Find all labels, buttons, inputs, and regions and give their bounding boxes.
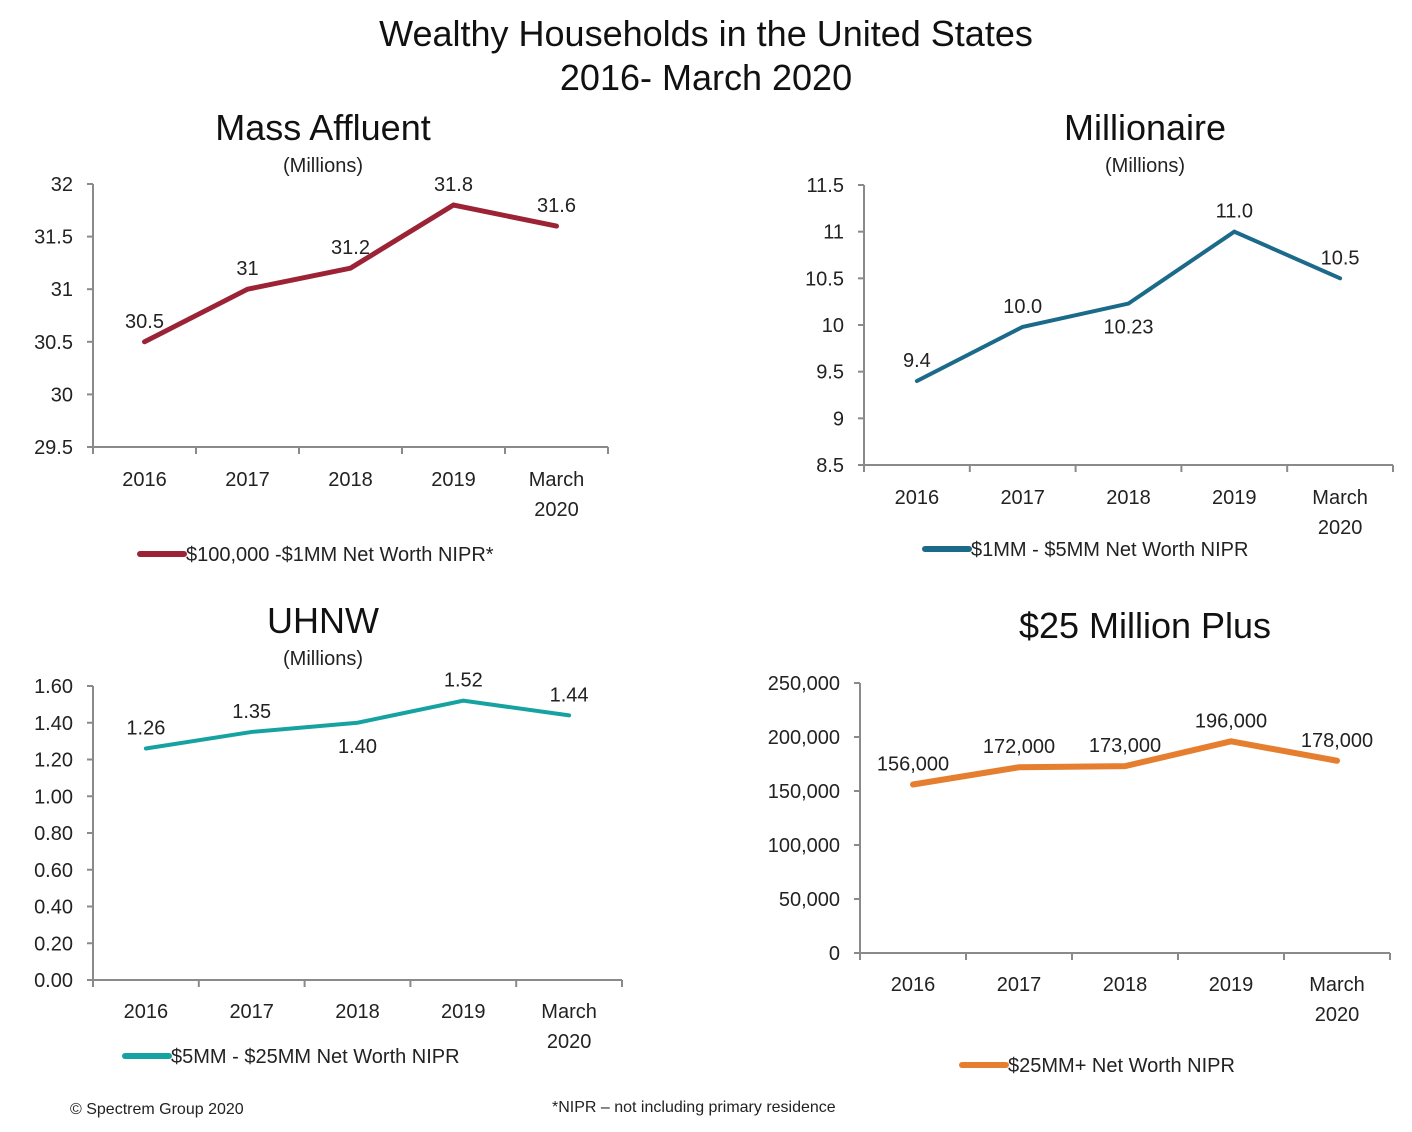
x-tick-label: 2017 [229,1001,274,1023]
x-tick-label: 2018 [1106,487,1151,509]
copyright-text: © Spectrem Group 2020 [70,1101,244,1118]
x-tick-label: 2020 [1315,1004,1360,1026]
chart-millionaire: Millionaire (Millions) 8.5 9 9.5 10 10.5 11 11.5… [805,107,1394,561]
y-tick-label: 0 [829,943,840,965]
y-tick-label: 1.00 [34,786,73,808]
y-tick-label: 150,000 [768,781,840,803]
x-tick-label: 2018 [335,1001,380,1023]
y-tick-label: 50,000 [779,889,840,911]
data-label: 1.40 [338,736,377,758]
y-tick-label: 8.5 [816,455,844,477]
chart-title: Mass Affluent [215,107,430,148]
legend-label: $5MM - $25MM Net Worth NIPR [171,1046,460,1068]
x-tick-label: 2018 [328,469,373,491]
x-tick-label: 2016 [891,974,936,996]
chart-uhnw: UHNW (Millions) 0.00 0.20 0.40 0.60 0.80 1.00 1.… [34,600,623,1068]
x-tick-label: March [541,1001,597,1023]
y-tick-label: 10.5 [805,268,844,290]
y-tick-label: 0.40 [34,897,73,919]
x-tick-label: 2016 [895,487,940,509]
y-tick-label: 30 [51,384,73,406]
y-tick-label: 29.5 [34,437,73,459]
legend-label: $1MM - $5MM Net Worth NIPR [971,539,1248,561]
chart-title: Millionaire [1064,107,1226,148]
chart-subtitle: (Millions) [1105,155,1185,177]
data-label: 31.2 [331,237,370,259]
y-tick-label: 0.00 [34,970,73,992]
x-tick-label: 2019 [431,469,476,491]
y-tick-label: 1.20 [34,750,73,772]
x-tick-label: 2016 [124,1001,169,1023]
y-tick-label: 1.60 [34,676,73,698]
y-tick-label: 30.5 [34,332,73,354]
x-tick-label: March [1309,974,1365,996]
y-tick-label: 1.40 [34,713,73,735]
y-tick-label: 32 [51,174,73,196]
data-label: 10.23 [1103,317,1153,339]
data-label: 196,000 [1195,710,1267,732]
data-label: 173,000 [1089,735,1161,757]
y-tick-label: 10 [822,315,844,337]
data-label: 11.0 [1216,201,1253,223]
data-label: 1.44 [550,684,589,706]
x-tick-label: 2020 [1318,517,1363,539]
y-tick-label: 11.5 [807,175,844,197]
x-tick-label: 2017 [1000,487,1045,509]
y-tick-label: 200,000 [768,727,840,749]
x-tick-label: 2020 [547,1031,592,1053]
y-tick-label: 9 [833,408,844,430]
data-label: 31.6 [537,195,576,217]
x-tick-label: 2019 [1212,487,1257,509]
data-label: 9.4 [903,350,931,372]
chart-title: $25 Million Plus [1019,605,1271,646]
x-tick-label: March [1312,487,1368,509]
data-label: 1.52 [444,670,483,692]
data-label: 31 [236,258,258,280]
data-label: 172,000 [983,736,1055,758]
legend-label: $25MM+ Net Worth NIPR [1008,1055,1235,1077]
data-label: 30.5 [125,311,164,333]
chart-subtitle: (Millions) [283,648,363,670]
series-line [142,202,559,345]
data-label: 10.0 [1003,296,1042,318]
y-tick-label: 100,000 [768,835,840,857]
y-tick-label: 31.5 [34,227,73,249]
y-tick-label: 11 [823,222,844,244]
chart-title: UHNW [267,600,379,641]
x-tick-label: 2018 [1103,974,1148,996]
y-tick-label: 31 [51,279,73,301]
chart-25-million-plus: $25 Million Plus 0 50,000 100,000 150,000 200… [768,605,1391,1077]
x-tick-label: 2017 [225,469,270,491]
x-tick-label: 2017 [997,974,1042,996]
data-label: 31.8 [434,174,473,196]
y-tick-label: 0.20 [34,933,73,955]
chart-mass-affluent: Mass Affluent (Millions) 29.5 30 30.5 31 31.5 3… [34,107,609,566]
x-tick-label: 2016 [122,469,167,491]
x-tick-label: March [529,469,585,491]
data-label: 1.26 [126,717,165,739]
data-label: 156,000 [877,754,949,776]
y-tick-label: 0.60 [34,860,73,882]
chart-subtitle: (Millions) [283,155,363,177]
y-tick-label: 250,000 [768,673,840,695]
main-title-line-2: 2016- March 2020 [559,57,853,98]
y-tick-label: 9.5 [816,362,844,384]
y-tick-label: 0.80 [34,823,73,845]
legend-label: $100,000 -$1MM Net Worth NIPR* [186,544,494,566]
data-label: 10.5 [1321,247,1360,269]
data-label: 178,000 [1301,730,1373,752]
data-label: 1.35 [232,701,271,723]
x-tick-label: 2019 [441,1001,486,1023]
main-title-line-1: Wealthy Households in the United States [379,13,1033,54]
series-line [914,229,1343,383]
x-tick-label: 2020 [534,499,579,521]
x-tick-label: 2019 [1209,974,1254,996]
footnote-text: *NIPR – not including primary residence [552,1099,836,1116]
